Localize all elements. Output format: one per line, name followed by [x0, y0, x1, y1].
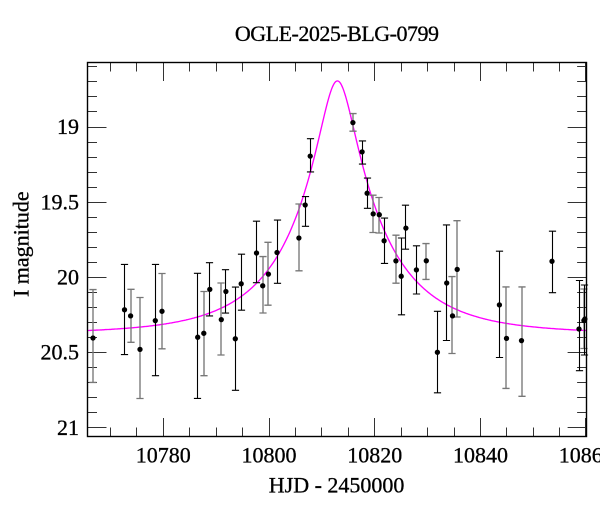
svg-text:10780: 10780: [136, 442, 191, 467]
svg-text:19: 19: [57, 114, 79, 139]
svg-text:10820: 10820: [347, 442, 402, 467]
svg-text:20.5: 20.5: [41, 340, 80, 365]
svg-text:10860: 10860: [559, 442, 600, 467]
svg-text:20: 20: [57, 265, 79, 290]
svg-text:10840: 10840: [453, 442, 508, 467]
svg-text:HJD - 2450000: HJD - 2450000: [269, 473, 405, 498]
svg-text:OGLE-2025-BLG-0799: OGLE-2025-BLG-0799: [235, 21, 439, 46]
svg-text:19.5: 19.5: [41, 189, 80, 214]
svg-text:10800: 10800: [242, 442, 297, 467]
svg-text:21: 21: [57, 415, 79, 440]
svg-text:I magnitude: I magnitude: [9, 191, 34, 297]
